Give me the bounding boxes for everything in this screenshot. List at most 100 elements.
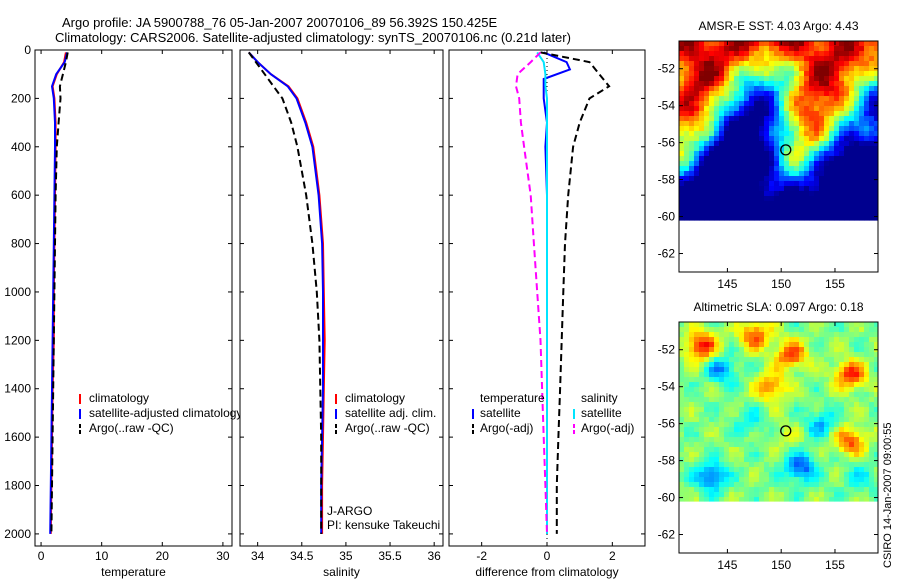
heatmap-cell: [694, 472, 700, 478]
heatmap-cell: [864, 156, 870, 162]
heatmap-cell: [769, 171, 775, 177]
heatmap-cell: [734, 216, 740, 221]
heatmap-cell: [694, 442, 700, 448]
heatmap-cell: [709, 332, 715, 338]
heatmap-cell: [854, 482, 860, 488]
heatmap-cell: [704, 91, 710, 97]
heatmap-cell: [694, 196, 700, 202]
heatmap-cell: [794, 482, 800, 488]
heatmap-cell: [814, 146, 820, 152]
heatmap-cell: [854, 156, 860, 162]
heatmap-cell: [744, 397, 750, 403]
heatmap-cell: [834, 101, 840, 107]
heatmap-cell: [724, 136, 730, 142]
heatmap-cell: [744, 136, 750, 142]
heatmap-cell: [744, 216, 750, 221]
heatmap-cell: [694, 457, 700, 463]
sla_map-ytick-label: -60: [658, 491, 676, 505]
heatmap-cell: [834, 362, 840, 368]
heatmap-cell: [759, 126, 765, 132]
heatmap-cell: [839, 171, 845, 177]
heatmap-cell: [734, 462, 740, 468]
heatmap-cell: [679, 402, 685, 408]
heatmap-cell: [774, 462, 780, 468]
heatmap-cell: [839, 372, 845, 378]
heatmap-cell: [709, 76, 715, 82]
heatmap-cell: [819, 412, 825, 418]
heatmap-cell: [829, 51, 835, 57]
heatmap-cell: [719, 447, 725, 453]
heatmap-cell: [839, 382, 845, 388]
heatmap-cell: [694, 81, 700, 87]
heatmap-cell: [819, 86, 825, 92]
heatmap-cell: [864, 332, 870, 338]
heatmap-cell: [679, 452, 685, 458]
heatmap-cell: [694, 382, 700, 388]
heatmap-cell: [744, 352, 750, 358]
heatmap-cell: [819, 171, 825, 177]
heatmap-cell: [689, 176, 695, 182]
heatmap-cell: [814, 487, 820, 493]
heatmap-cell: [849, 206, 855, 212]
heatmap-cell: [849, 422, 855, 428]
heatmap-cell: [684, 322, 690, 328]
heatmap-cell: [794, 66, 800, 72]
heatmap-cell: [789, 482, 795, 488]
heatmap-cell: [834, 46, 840, 52]
heatmap-cell: [869, 362, 875, 368]
heatmap-cell: [789, 392, 795, 398]
heatmap-cell: [854, 86, 860, 92]
heatmap-cell: [739, 347, 745, 353]
heatmap-cell: [699, 66, 705, 72]
heatmap-cell: [754, 427, 760, 433]
heatmap-cell: [679, 186, 685, 192]
heatmap-cell: [679, 106, 685, 112]
heatmap-cell: [714, 362, 720, 368]
heatmap-cell: [834, 357, 840, 363]
heatmap-cell: [784, 186, 790, 192]
heatmap-cell: [864, 201, 870, 207]
heatmap-cell: [829, 166, 835, 172]
heatmap-cell: [679, 71, 685, 77]
heatmap-cell: [769, 492, 775, 498]
heatmap-cell: [774, 377, 780, 383]
heatmap-cell: [714, 61, 720, 67]
heatmap-cell: [814, 397, 820, 403]
heatmap-cell: [749, 171, 755, 177]
heatmap-cell: [699, 417, 705, 423]
heatmap-cell: [749, 377, 755, 383]
heatmap-cell: [809, 457, 815, 463]
heatmap-cell: [774, 357, 780, 363]
heatmap-cell: [814, 96, 820, 102]
heatmap-cell: [779, 111, 785, 117]
heatmap-cell: [724, 392, 730, 398]
heatmap-cell: [734, 437, 740, 443]
heatmap-cell: [754, 101, 760, 107]
heatmap-cell: [694, 166, 700, 172]
heatmap-cell: [749, 196, 755, 202]
heatmap-cell: [844, 51, 850, 57]
heatmap-cell: [824, 61, 830, 67]
heatmap-cell: [814, 492, 820, 498]
heatmap-cell: [704, 427, 710, 433]
heatmap-cell: [814, 156, 820, 162]
heatmap-cell: [754, 422, 760, 428]
heatmap-cell: [734, 477, 740, 483]
heatmap-cell: [719, 56, 725, 62]
heatmap-cell: [834, 41, 840, 47]
heatmap-cell: [719, 322, 725, 328]
heatmap-cell: [734, 81, 740, 87]
heatmap-cell: [689, 397, 695, 403]
heatmap-cell: [784, 166, 790, 172]
heatmap-cell: [764, 492, 770, 498]
heatmap-cell: [804, 96, 810, 102]
heatmap-cell: [704, 51, 710, 57]
heatmap-cell: [799, 397, 805, 403]
heatmap-cell: [749, 166, 755, 172]
heatmap-cell: [744, 422, 750, 428]
heatmap-cell: [814, 442, 820, 448]
heatmap-cell: [844, 422, 850, 428]
heatmap-cell: [814, 477, 820, 483]
heatmap-cell: [724, 101, 730, 107]
heatmap-cell: [739, 417, 745, 423]
